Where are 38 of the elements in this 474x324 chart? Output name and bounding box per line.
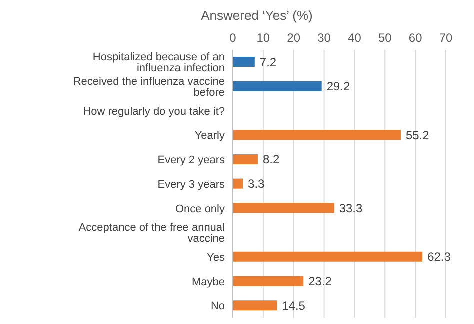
x-tick-label: 20 bbox=[287, 31, 301, 45]
data-label: 29.2 bbox=[326, 80, 351, 94]
y-tick-label: Every 2 years bbox=[158, 154, 226, 167]
bar bbox=[233, 178, 244, 189]
x-tick-label: 60 bbox=[408, 31, 423, 45]
y-tick-label: No bbox=[210, 300, 225, 313]
x-tick-label: 50 bbox=[378, 31, 392, 45]
data-label: 55.2 bbox=[406, 128, 430, 142]
y-tick-label: Yearly bbox=[194, 130, 226, 142]
bar bbox=[233, 57, 255, 67]
y-tick-label: Yes bbox=[207, 252, 226, 264]
bar bbox=[233, 130, 401, 140]
bar bbox=[233, 300, 278, 311]
bar bbox=[233, 203, 334, 214]
data-label: 62.3 bbox=[428, 250, 452, 264]
bar bbox=[233, 252, 423, 262]
y-tick-label: Received the influenza vaccine before bbox=[73, 76, 225, 99]
data-label: 14.5 bbox=[282, 298, 306, 313]
data-label: 3.3 bbox=[248, 177, 266, 192]
bar bbox=[233, 81, 322, 92]
data-label: 7.2 bbox=[260, 55, 277, 70]
data-label: 8.2 bbox=[262, 152, 280, 167]
y-tick-label: How regularly do you take it? bbox=[83, 106, 225, 118]
x-tick-label: 70 bbox=[439, 31, 453, 45]
x-tick-label: 0 bbox=[230, 31, 237, 45]
x-axis-title: Answered ‘Yes’ (%) bbox=[200, 8, 314, 25]
y-tick-label: Once only bbox=[175, 203, 226, 216]
bar bbox=[233, 276, 304, 286]
data-label: 33.3 bbox=[339, 201, 364, 216]
y-tick-label: Every 3 years bbox=[158, 178, 226, 191]
x-tick-label: 10 bbox=[256, 31, 270, 45]
y-tick-label: Acceptance of the free annual vaccine bbox=[78, 222, 225, 246]
y-tick-label: Hospitalized because of an influenza infection bbox=[92, 52, 225, 75]
data-label: 23.2 bbox=[308, 274, 332, 289]
x-tick-label: 30 bbox=[318, 31, 332, 45]
bar bbox=[233, 154, 258, 164]
y-tick-label: Maybe bbox=[192, 276, 225, 288]
x-tick-label: 40 bbox=[348, 31, 362, 45]
